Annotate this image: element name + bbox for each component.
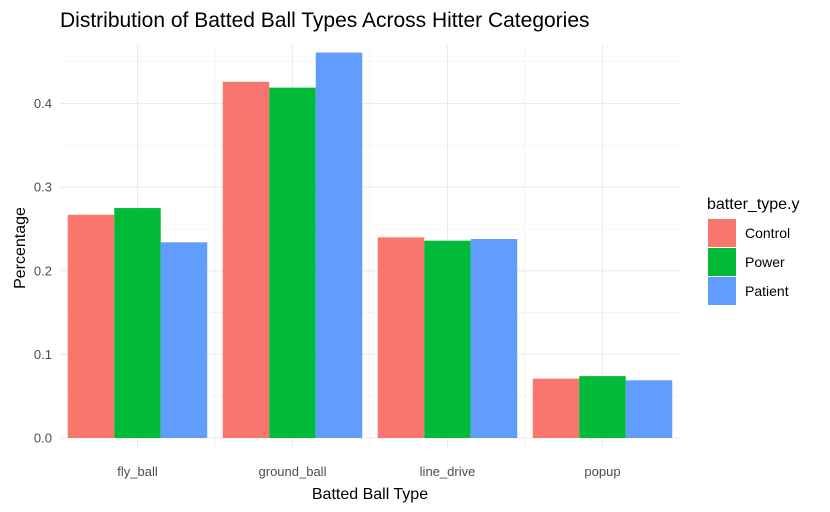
- legend-title: batter_type.y: [707, 196, 800, 213]
- bar-patient-ground-ball: [315, 52, 363, 438]
- y-axis-ticks: 0.0 0.1 0.2 0.3 0.4: [34, 96, 52, 445]
- x-axis-title: Batted Ball Type: [312, 486, 428, 503]
- legend-key-patient: [708, 277, 736, 305]
- x-axis-ticks: fly_ball ground_ball line_drive popup: [117, 464, 620, 479]
- y-axis-title: Percentage: [12, 207, 29, 289]
- bar-control-fly-ball: [67, 214, 115, 438]
- bar-power-line-drive: [424, 240, 471, 438]
- x-tick-label: line_drive: [420, 464, 476, 479]
- legend-label-control: Control: [745, 225, 790, 241]
- bars: [67, 52, 673, 438]
- y-tick-label: 0.0: [34, 431, 52, 446]
- bar-power-popup: [579, 376, 626, 438]
- bar-power-ground-ball: [269, 87, 316, 438]
- bar-control-ground-ball: [222, 81, 270, 438]
- legend-key-power: [708, 248, 736, 276]
- legend-key-control: [708, 219, 736, 247]
- x-tick-label: popup: [584, 464, 620, 479]
- y-tick-label: 0.1: [34, 347, 52, 362]
- x-tick-label: fly_ball: [117, 464, 158, 479]
- y-tick-label: 0.2: [34, 263, 52, 278]
- legend: batter_type.y Control Power Patient: [707, 196, 800, 305]
- y-tick-label: 0.3: [34, 180, 52, 195]
- x-tick-label: ground_ball: [259, 464, 327, 479]
- bar-patient-popup: [625, 380, 673, 438]
- y-tick-label: 0.4: [34, 96, 52, 111]
- bar-patient-fly-ball: [160, 242, 208, 438]
- bar-control-popup: [532, 378, 580, 438]
- chart-title: Distribution of Batted Ball Types Across…: [60, 9, 590, 32]
- legend-label-power: Power: [745, 254, 785, 270]
- bar-patient-line-drive: [470, 238, 518, 438]
- bar-control-line-drive: [377, 237, 425, 438]
- legend-label-patient: Patient: [745, 283, 789, 299]
- bar-power-fly-ball: [114, 208, 161, 438]
